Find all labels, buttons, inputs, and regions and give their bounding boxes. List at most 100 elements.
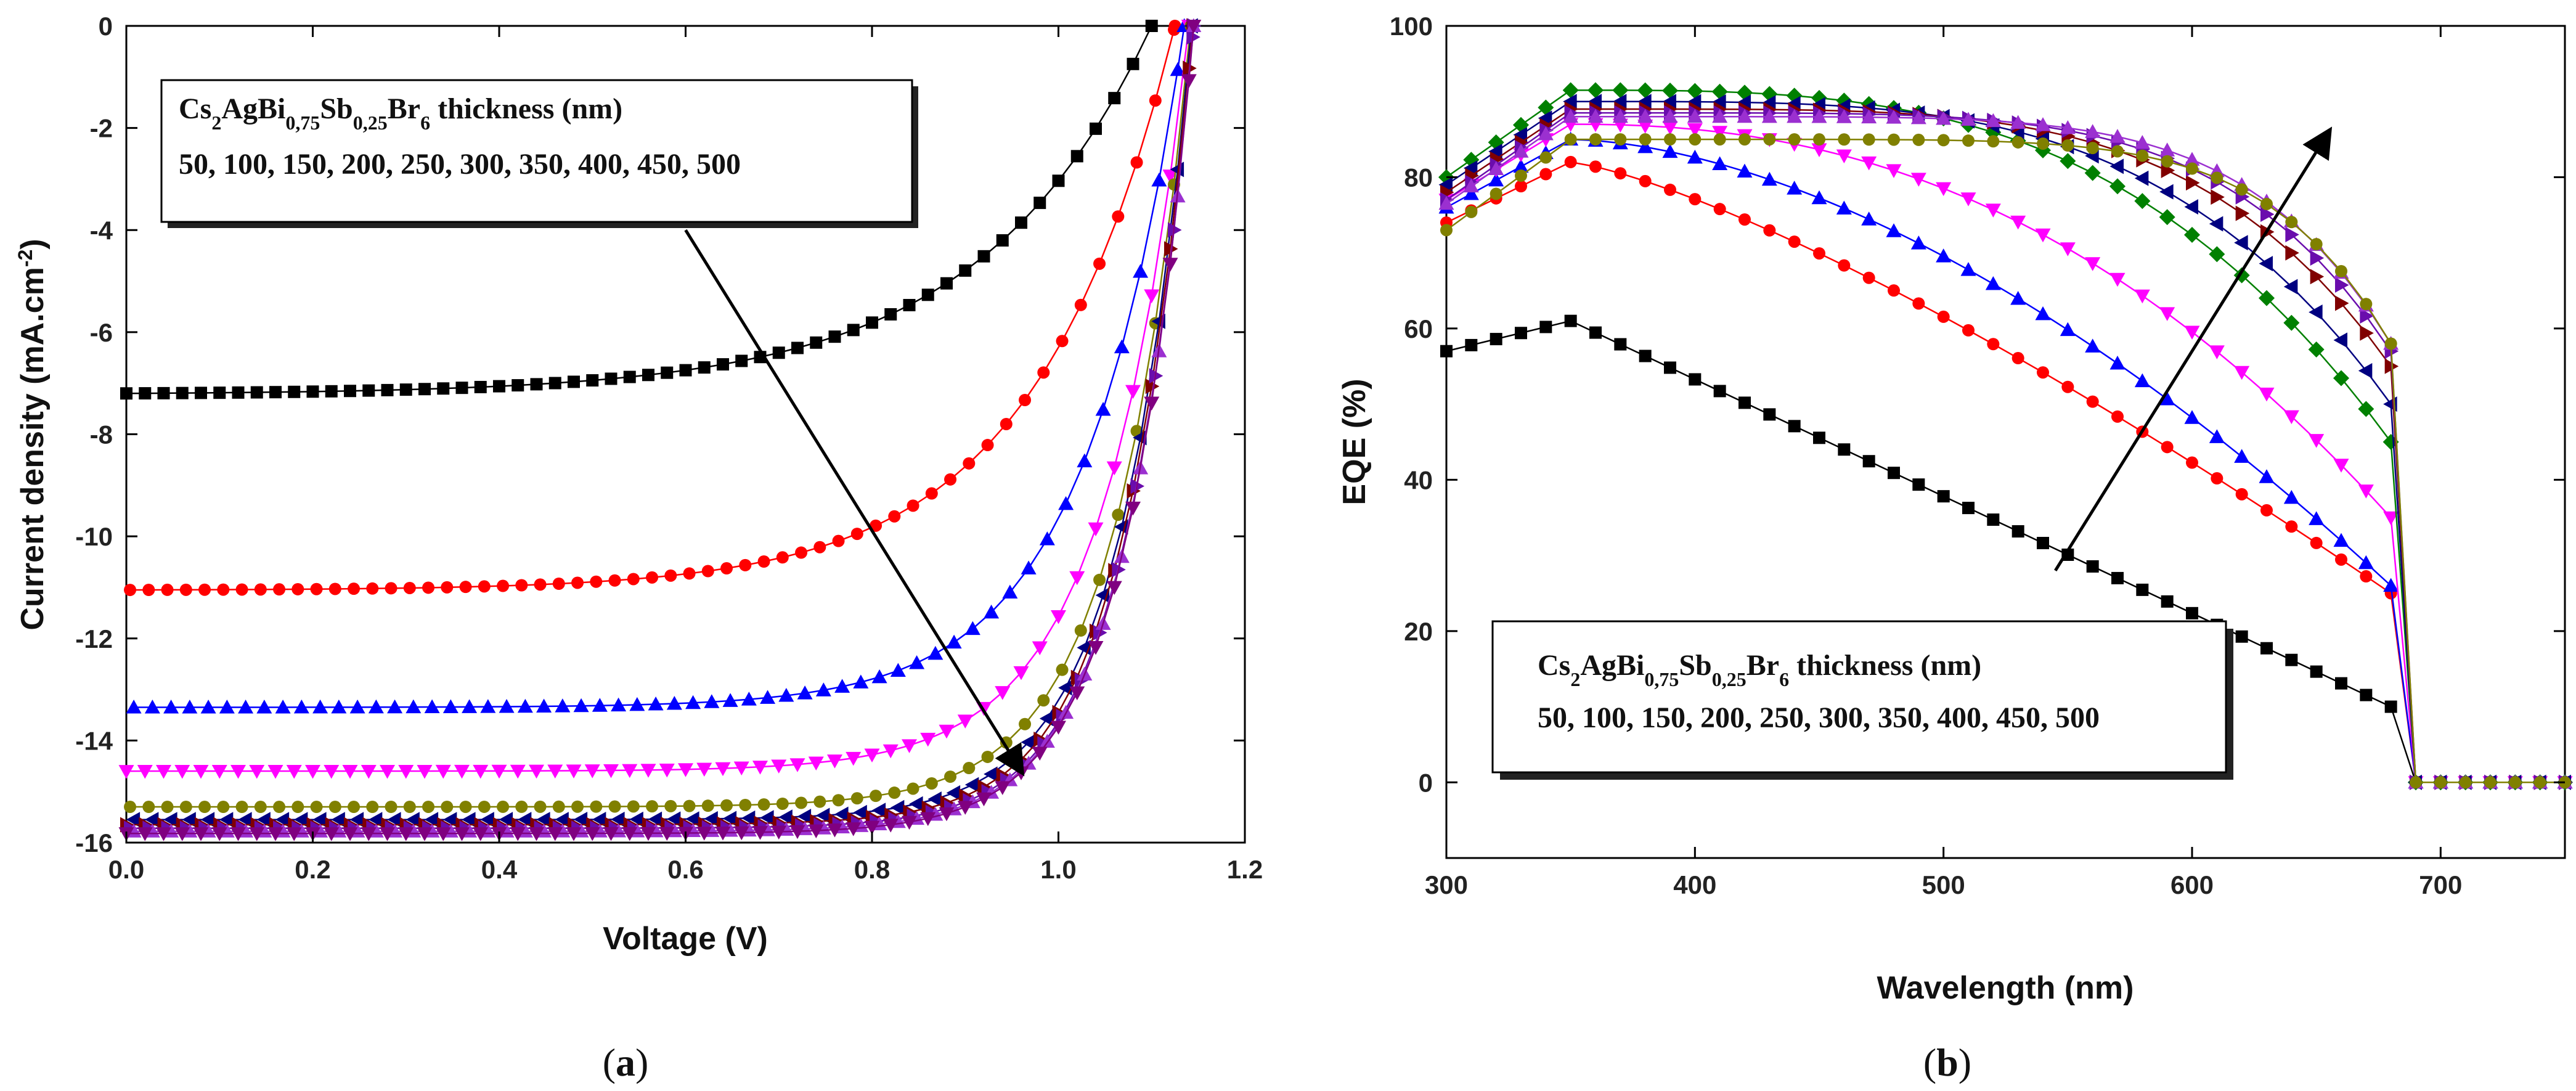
data-point [422,581,435,594]
data-point [921,288,934,301]
data-point [683,567,696,580]
data-point [2234,366,2250,380]
data-point [291,582,304,595]
data-point [2211,189,2225,205]
data-point [1960,112,1976,126]
data-point [510,764,526,779]
data-point [1539,321,1552,333]
legend-title: Cs2AgBi0,75Sb0,25Br6 thickness (nm) [179,92,622,134]
data-point [1987,513,2000,526]
data-point [603,827,619,841]
y-tick-label: -16 [75,828,113,857]
data-point [1985,203,2001,218]
data-point [2109,158,2124,174]
data-point [1910,173,1926,187]
x-tick-label: 0.6 [667,855,703,884]
data-point [325,385,338,398]
data-point [1513,144,1529,158]
data-point [1763,224,1776,237]
data-point [1788,133,1801,146]
data-point [1438,177,1453,193]
data-point [380,827,395,841]
data-point [2310,238,2323,251]
data-point [701,799,714,812]
data-point [1738,396,1751,409]
data-point [254,583,267,596]
data-point [1088,522,1104,537]
data-point [399,383,412,396]
data-point [512,379,524,392]
data-point [590,800,603,813]
data-point [907,782,919,795]
data-point [920,812,936,827]
data-point [1019,393,1032,406]
data-point [211,765,227,779]
data-point [1811,109,1827,123]
data-point [1737,108,1753,123]
data-point [120,387,132,400]
data-point [474,380,487,393]
data-point [1712,126,1728,140]
data-point [2235,488,2248,501]
data-point [137,765,153,779]
data-point [1513,127,1527,143]
data-point [2085,257,2101,271]
data-point [808,756,824,771]
data-point [2184,152,2200,166]
data-point [348,801,361,814]
data-point [441,800,454,813]
data-point [752,826,768,840]
data-point [1836,200,1852,215]
data-point [422,800,435,813]
data-point [1144,396,1160,411]
data-point [981,750,994,763]
data-point [2010,215,2026,230]
data-point [903,298,916,311]
data-point [642,369,654,382]
data-point [834,679,850,693]
data-point [254,801,267,814]
data-point [1563,108,1579,123]
data-point [1987,135,2000,148]
data-point [1637,108,1653,123]
data-point [1145,378,1160,394]
data-point [2109,129,2126,143]
data-point [2283,279,2298,295]
data-point [536,698,552,713]
data-point [1438,195,1454,210]
data-point [552,578,565,590]
data-point [200,812,215,828]
data-point [1712,156,1728,171]
data-point [850,528,863,541]
data-point [778,809,793,825]
plot-frame [1445,25,2566,859]
data-point [679,364,692,377]
data-point [2259,256,2273,272]
data-point [529,764,544,779]
data-point [1639,349,1652,362]
data-point [174,827,190,841]
data-point [331,812,345,828]
ticks-group: 0.0 0.2 0.4 0.6 0.8 1.0 1.2 0 -2 -4 -6 -8 -10 -12 -14 -… [75,12,1263,884]
data-point [424,812,439,828]
y-tick-label: 0 [99,12,113,41]
data-point [659,827,675,841]
data-point [417,827,433,841]
data-point [907,499,919,512]
data-point [717,358,729,371]
data-point [666,811,681,827]
data-point [1738,213,1751,226]
data-point [1637,139,1653,153]
data-point [760,690,776,704]
data-point [752,761,768,775]
data-point [2260,206,2275,223]
data-point [1811,143,1827,158]
data-point [1463,178,1479,193]
x-tick-label: 300 [1425,870,1468,899]
data-point [2159,307,2175,321]
x-tick-label: 0.0 [108,855,144,884]
data-point [678,763,693,777]
data-point [293,812,308,828]
data-point [2111,410,2124,423]
legend-values: 50, 100, 150, 200, 250, 300, 350, 400, 4… [179,148,741,181]
